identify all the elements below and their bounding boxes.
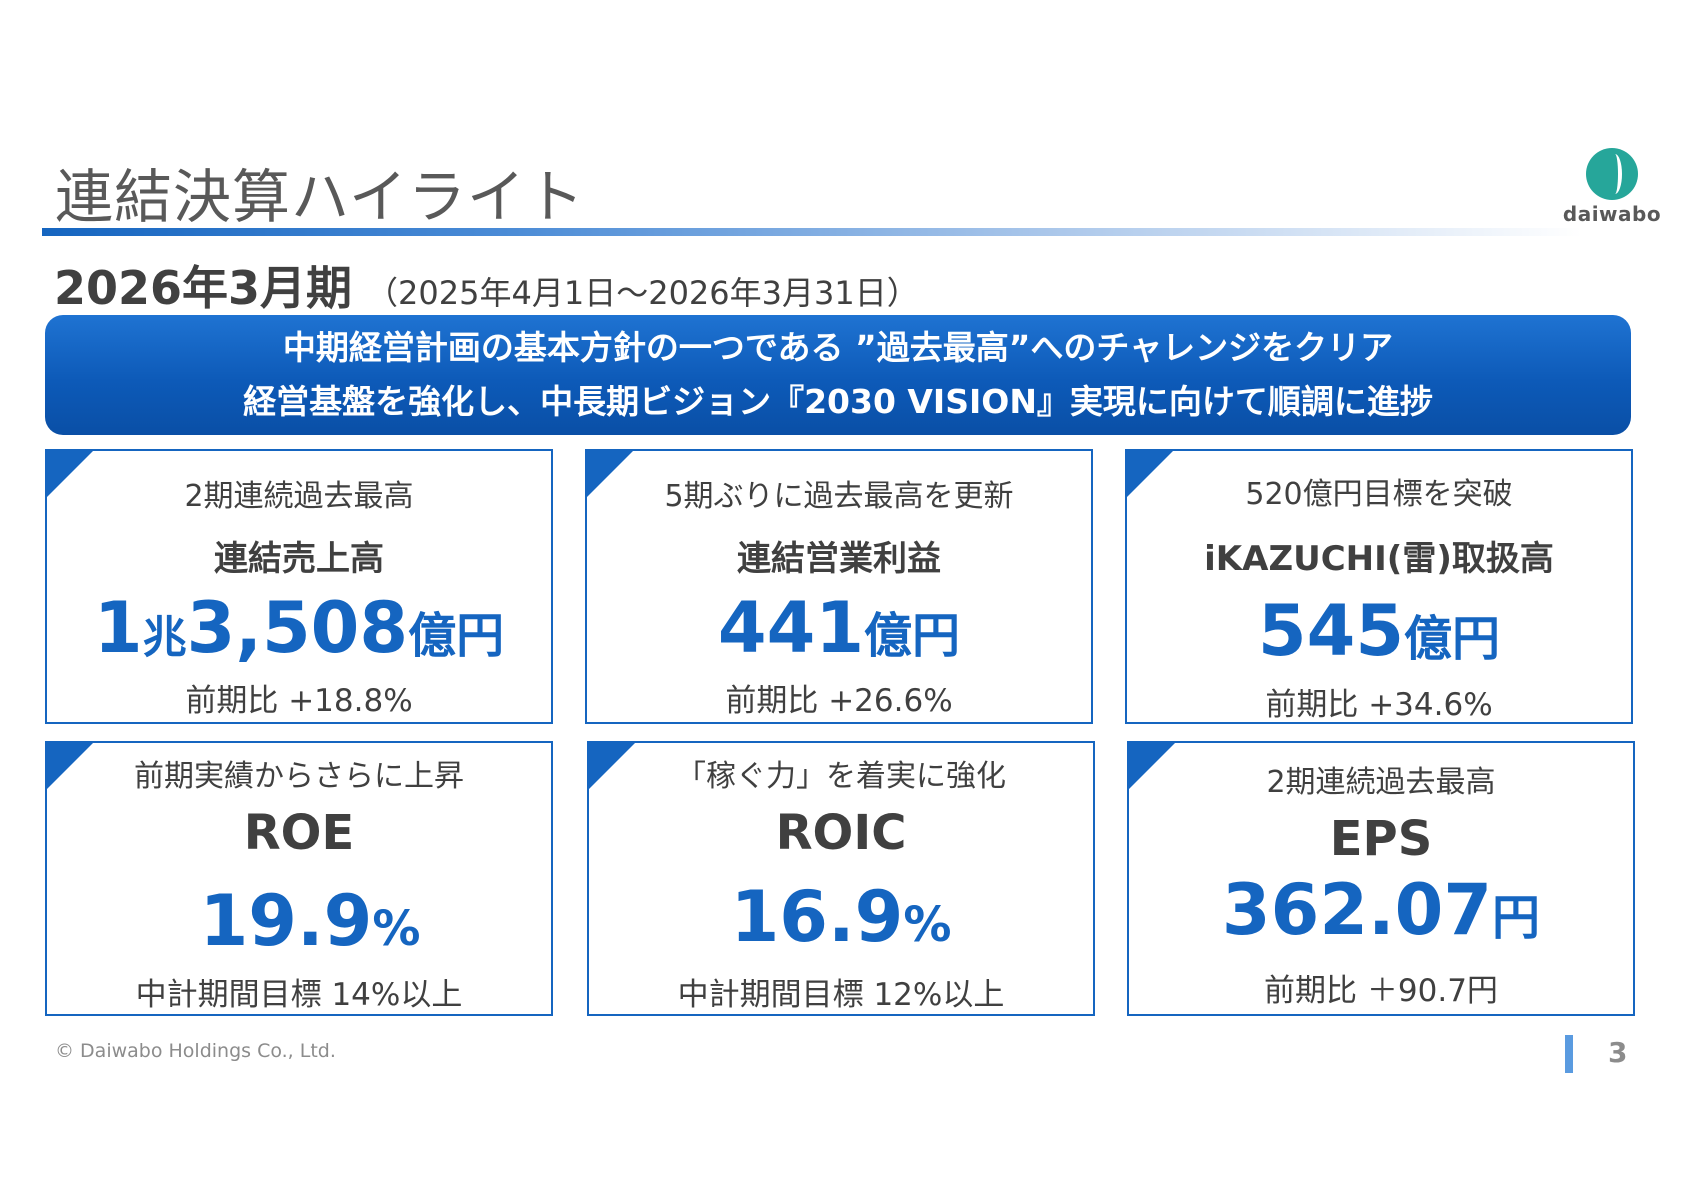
card-footnote: 前期比 +26.6% (725, 683, 953, 719)
copyright: © Daiwabo Holdings Co., Ltd. (55, 1040, 336, 1062)
card-footnote: 前期比 +34.6% (1265, 687, 1493, 723)
value-number: 19.9 (199, 880, 373, 962)
value-unit: 円 (1492, 890, 1541, 946)
value-unit: 億円 (864, 608, 961, 664)
page-number-bar (1565, 1035, 1573, 1073)
card-label: 連結営業利益 (737, 539, 941, 579)
card-subtitle: 5期ぶりに過去最高を更新 (664, 479, 1014, 514)
daiwabo-logo: daiwabo (1562, 148, 1662, 228)
card-corner-accent (47, 743, 93, 789)
banner-line-2: 経営基盤を強化し、中長期ビジョン『2030 VISION』実現に向けて順調に進捗 (243, 382, 1433, 421)
card-label: EPS (1329, 811, 1433, 867)
value-part: 兆 (142, 612, 187, 663)
value-part: 1 (93, 587, 143, 669)
card-subtitle: 2期連続過去最高 (1266, 765, 1496, 800)
period-main: 2026年3月期 (54, 261, 353, 315)
card-corner-accent (589, 743, 635, 789)
value-number: 441 (717, 587, 865, 669)
value-unit: % (903, 897, 952, 953)
kpi-card-roe: 前期実績からさらに上昇 ROE 19.9% 中計期間目標 14%以上 (45, 741, 553, 1016)
kpi-card-eps: 2期連続過去最高 EPS 362.07円 前期比 ＋90.7円 (1127, 741, 1635, 1016)
card-footnote: 中計期間目標 12%以上 (677, 977, 1005, 1013)
value-number: 362.07 (1221, 869, 1493, 951)
card-label: ROIC (775, 805, 907, 861)
card-footnote: 前期比 +18.8% (185, 683, 413, 719)
card-value: 545億円 (1127, 596, 1631, 666)
logo-mark-icon (1586, 148, 1638, 200)
logo-text: daiwabo (1562, 202, 1662, 226)
card-subtitle: 前期実績からさらに上昇 (134, 759, 464, 794)
card-value: 16.9% (589, 882, 1093, 952)
card-value: 1兆3,508億円 (47, 593, 551, 663)
page-number: 3 (1608, 1036, 1628, 1069)
value-unit: 億円 (1404, 611, 1501, 667)
title-divider (42, 228, 1582, 236)
banner-line-1: 中期経営計画の基本方針の一つである ”過去最高”へのチャレンジをクリア (282, 328, 1394, 367)
card-corner-accent (47, 451, 93, 497)
card-label: 連結売上高 (214, 539, 384, 579)
card-subtitle: 520億円目標を突破 (1245, 477, 1513, 512)
kpi-card-net-sales: 2期連続過去最高 連結売上高 1兆3,508億円 前期比 +18.8% (45, 449, 553, 724)
value-unit: % (372, 901, 421, 957)
value-number: 545 (1257, 590, 1405, 672)
card-corner-accent (1129, 743, 1175, 789)
period-range: （2025年4月1日～2026年3月31日） (366, 274, 919, 312)
card-label: iKAZUCHI(雷)取扱高 (1204, 539, 1554, 579)
value-number: 16.9 (730, 876, 904, 958)
card-corner-accent (587, 451, 633, 497)
page-title: 連結決算ハイライト (55, 163, 585, 231)
kpi-card-roic: 「稼ぐ力」を着実に強化 ROIC 16.9% 中計期間目標 12%以上 (587, 741, 1095, 1016)
kpi-card-ikazuchi: 520億円目標を突破 iKAZUCHI(雷)取扱高 545億円 前期比 +34.… (1125, 449, 1633, 724)
card-value: 19.9% (47, 886, 551, 956)
value-unit: 億円 (408, 608, 505, 664)
card-subtitle: 2期連続過去最高 (184, 479, 414, 514)
card-footnote: 中計期間目標 14%以上 (135, 977, 463, 1013)
card-subtitle: 「稼ぐ力」を着実に強化 (676, 759, 1006, 794)
card-label: ROE (243, 805, 355, 861)
card-footnote: 前期比 ＋90.7円 (1264, 973, 1498, 1009)
card-corner-accent (1127, 451, 1173, 497)
card-value: 362.07円 (1129, 875, 1633, 945)
value-part: 3,508 (186, 587, 409, 669)
headline-banner: 中期経営計画の基本方針の一つである ”過去最高”へのチャレンジをクリア 経営基盤… (45, 315, 1631, 435)
kpi-card-operating-profit: 5期ぶりに過去最高を更新 連結営業利益 441億円 前期比 +26.6% (585, 449, 1093, 724)
card-value: 441億円 (587, 593, 1091, 663)
fiscal-period: 2026年3月期 （2025年4月1日～2026年3月31日） (54, 252, 919, 318)
